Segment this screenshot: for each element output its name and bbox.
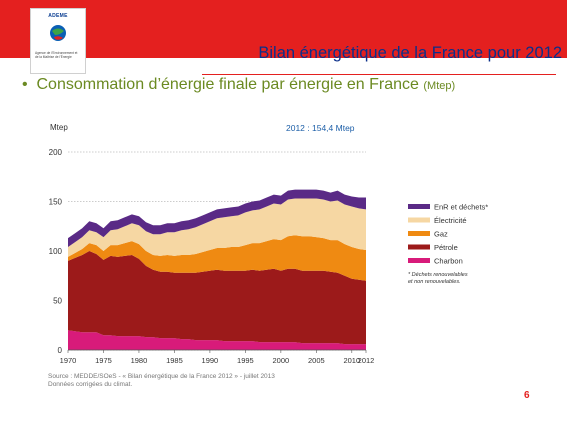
ademe-logo: ADEME Agence de l'Environnement et de la… xyxy=(30,8,86,74)
logo-wordmark: ADEME xyxy=(48,13,68,19)
bullet-text: Consommation d’énergie finale par énergi… xyxy=(36,76,424,93)
x-tick-label: 2010 xyxy=(343,356,360,365)
stacked-areas xyxy=(68,189,366,350)
y-tick-label: 50 xyxy=(53,297,62,306)
logo-caption: Agence de l'Environnement et de la Maîtr… xyxy=(35,51,78,59)
page-number: 6 xyxy=(524,390,530,401)
y-tick-label: 200 xyxy=(49,148,63,157)
bullet-unit: (Mtep) xyxy=(423,80,456,92)
legend-swatch xyxy=(408,204,430,209)
x-tick-label: 1995 xyxy=(237,356,254,365)
chart-annotation: 2012 : 154,4 Mtep xyxy=(286,123,355,133)
bullet-line: • Consommation d’énergie finale par éner… xyxy=(22,76,455,94)
x-tick-label: 2000 xyxy=(273,356,290,365)
x-tick-label: 1985 xyxy=(166,356,183,365)
source-note: Source : MEDDE/SOeS - « Bilan énergétiqu… xyxy=(48,373,275,389)
area-series xyxy=(68,198,366,257)
title-underline xyxy=(202,74,556,75)
area-series xyxy=(68,189,366,247)
legend-swatch xyxy=(408,217,430,223)
header-band xyxy=(0,0,567,58)
legend-label: Charbon xyxy=(434,257,463,266)
note-line: Données corrigées du climat. xyxy=(48,381,133,388)
y-tick-label: 0 xyxy=(58,346,63,355)
legend-footnote: * Déchets renouvelables et non renouvelab… xyxy=(408,272,468,285)
source-line: Source : MEDDE/SOeS - « Bilan énergétiqu… xyxy=(48,373,275,380)
y-axis-label: Mtep xyxy=(50,123,68,132)
legend-label: Pétrole xyxy=(434,243,458,252)
x-tick-label: 2012 xyxy=(358,356,375,365)
page-title: Bilan énergétique de la France pour 2012 xyxy=(258,44,562,62)
legend-swatch xyxy=(408,231,430,236)
legend-label: Gaz xyxy=(434,230,448,239)
chart-container: Mtep 2012 : 154,4 Mtep 0 50 100 150 200 1970 1… xyxy=(38,114,518,400)
x-tick-label: 1970 xyxy=(60,356,77,365)
y-tick-label: 100 xyxy=(49,247,63,256)
legend-label: EnR et déchets* xyxy=(434,203,488,212)
x-tick-label: 1980 xyxy=(131,356,148,365)
x-tick-label: 2005 xyxy=(308,356,325,365)
area-series xyxy=(68,235,366,281)
y-tick-label: 150 xyxy=(49,198,63,207)
area-series xyxy=(68,251,366,345)
legend-label: Électricité xyxy=(434,216,467,225)
legend-swatch xyxy=(408,244,430,250)
energy-consumption-chart: Mtep 2012 : 154,4 Mtep 0 50 100 150 200 1970 1… xyxy=(49,123,489,365)
legend: EnR et déchets* Électricité Gaz Pétrole Char… xyxy=(408,203,488,266)
legend-swatch xyxy=(408,258,430,263)
x-tick-label: 1990 xyxy=(202,356,219,365)
x-tick-label: 1975 xyxy=(95,356,112,365)
bullet-symbol: • xyxy=(22,76,28,93)
globe-icon xyxy=(50,25,66,41)
axes: 0 50 100 150 200 1970 1975 1980 1985 1990 1995 2000… xyxy=(49,148,375,365)
